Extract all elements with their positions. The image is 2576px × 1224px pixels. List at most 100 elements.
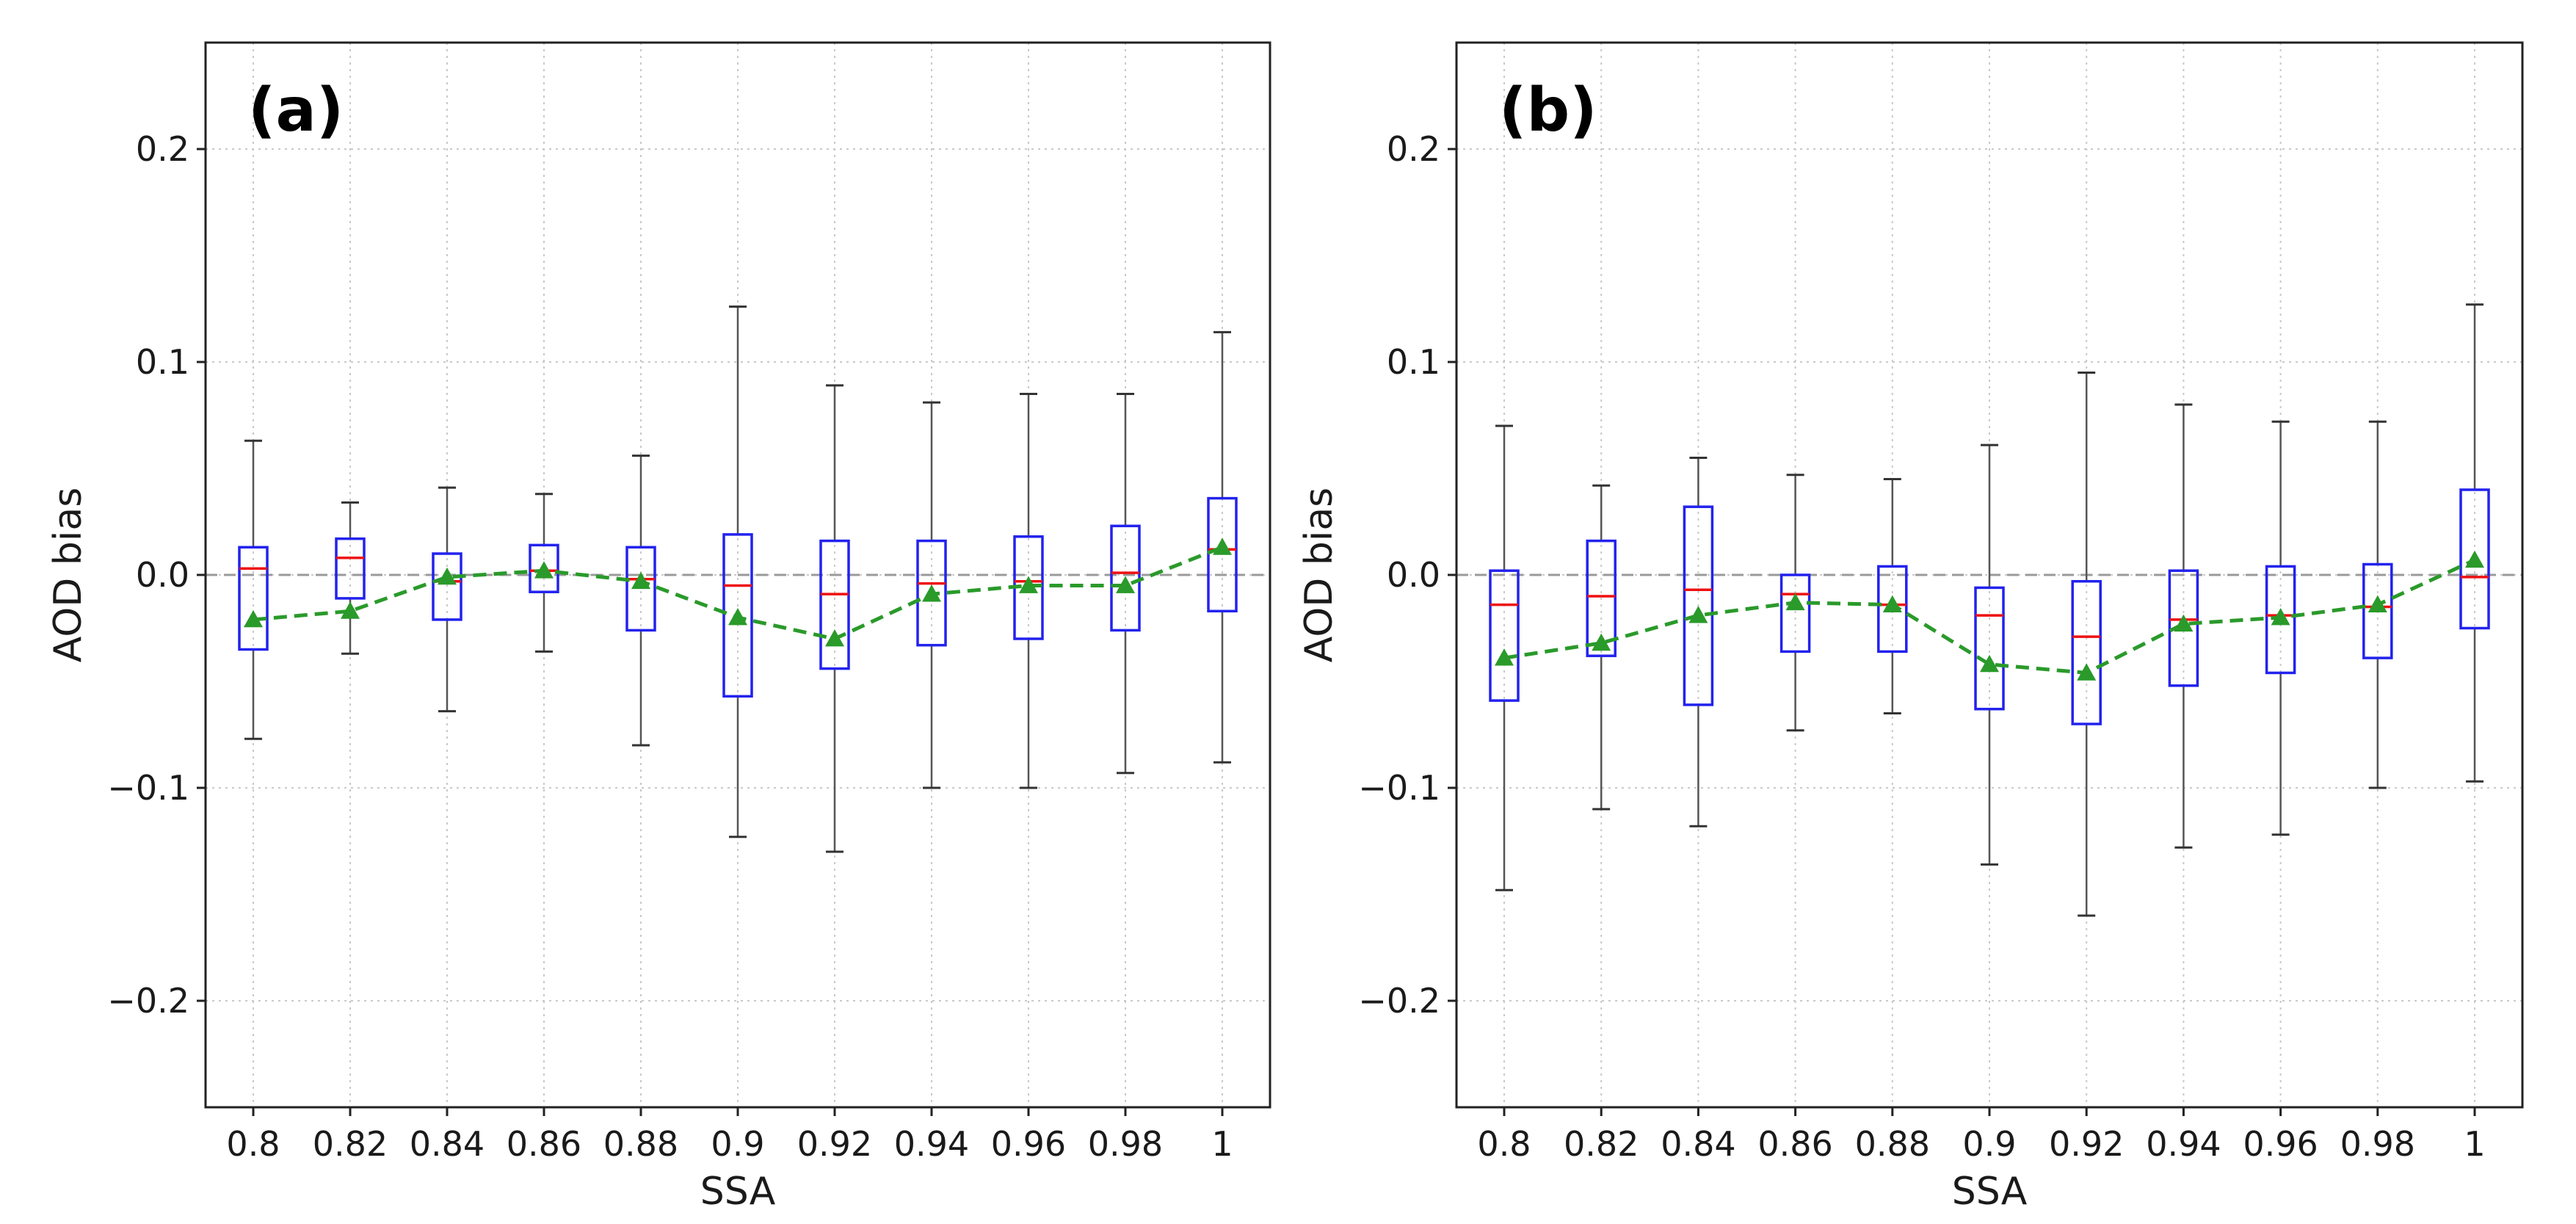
y-axis-label: AOD bias [1297,488,1341,663]
box-0.86 [1779,474,1811,732]
panel-label: (b) [1499,76,1597,145]
mean-marker [2174,614,2194,632]
box-0.82 [1586,484,1617,811]
y-axis-label: AOD bias [46,488,90,663]
x-axis-label: SSA [700,1170,776,1214]
iqr-box [2168,569,2199,687]
x-tick-label: 0.82 [1564,1124,1639,1164]
box-0.9 [722,305,753,839]
box-1 [2459,303,2490,783]
iqr-box [238,546,269,651]
box-0.8 [1489,424,1520,891]
iqr-box [432,552,462,621]
box-0.96 [2265,420,2296,836]
mean-marker [1592,633,1611,651]
y-tick-label: 0.2 [136,129,189,169]
iqr-box [2071,579,2102,725]
x-tick-label: 0.86 [1757,1124,1832,1164]
iqr-box [2265,565,2296,675]
iqr-box [819,539,850,670]
box-0.9 [1974,443,2005,866]
mean-marker [2465,550,2484,568]
mean-marker [438,567,457,585]
x-tick-label: 0.98 [2340,1124,2415,1164]
y-tick-label: −0.1 [107,768,189,808]
iqr-box [1586,539,1617,657]
x-tick-label: 1 [2464,1124,2485,1164]
x-tick-label: 0.96 [991,1124,1066,1164]
iqr-box [1683,505,1714,706]
panel-a: 0.2 0.1 0.0 −0.1 −0.2 0.8 0.82 0.84 0.86 0.88 0.9 0… [46,41,1271,1214]
x-axis-label: SSA [1952,1170,2028,1214]
box-0.92 [2071,372,2102,917]
x-tick-label: 0.82 [313,1124,388,1164]
x-tick-label: 0.94 [2146,1124,2221,1164]
mean-marker [825,629,844,647]
x-tick-label: 0.9 [1962,1124,2016,1164]
x-tick-label: 0.88 [1855,1124,1930,1164]
box-0.8 [238,439,269,740]
mean-marker [728,608,747,626]
panel-label: (a) [248,76,344,145]
mean-marker [631,571,650,590]
x-tick-label: 1 [1211,1124,1233,1164]
box-0.88 [625,455,656,747]
mean-marker [1785,593,1805,611]
y-tick-label: 0.0 [1387,555,1440,595]
x-tick-label: 0.94 [894,1124,969,1164]
mean-trend-line [1503,558,2476,675]
y-tick-label: 0.2 [1387,129,1440,169]
y-tick-label: 0.1 [136,342,189,382]
iqr-box [722,533,753,698]
box-0.92 [819,384,850,853]
mean-marker [341,601,360,619]
mean-marker [1882,595,1902,612]
mean-marker [1495,648,1514,666]
box-0.94 [2168,403,2199,849]
mean-marker [1688,606,1708,623]
x-tick-label: 0.92 [797,1124,872,1164]
x-tick-label: 0.8 [1477,1124,1531,1164]
y-tick-label: 0.1 [1387,342,1440,382]
y-tick-label: −0.2 [107,981,189,1021]
iqr-box [1207,496,1238,613]
mean-marker [244,609,263,628]
iqr-box [1489,569,1520,702]
box-0.94 [916,401,947,789]
x-tick-label: 0.8 [226,1124,280,1164]
box-1 [1207,330,1238,764]
mean-marker [2368,595,2387,612]
iqr-box [625,546,656,632]
mean-marker [534,561,554,579]
mean-marker [1019,576,1038,593]
mean-marker [2271,608,2290,626]
iqr-box [1877,565,1908,653]
x-tick-label: 0.88 [603,1124,678,1164]
x-tick-label: 0.9 [711,1124,764,1164]
x-tick-label: 0.96 [2243,1124,2318,1164]
x-tick-label: 0.84 [1661,1124,1735,1164]
x-tick-label: 0.86 [507,1124,581,1164]
iqr-box [529,543,559,593]
box-0.98 [1110,393,1141,775]
y-tick-label: −0.1 [1358,768,1440,808]
x-tick-label: 0.98 [1088,1124,1163,1164]
y-tick-label: −0.2 [1358,981,1440,1021]
x-tick-label: 0.84 [410,1124,485,1164]
mean-marker [922,584,941,602]
x-tick-label: 0.92 [2049,1124,2124,1164]
mean-marker [2077,663,2097,681]
iqr-box [1779,573,1811,653]
iqr-box [2459,488,2490,630]
iqr-box [1974,586,2005,711]
mean-marker [1980,654,1999,673]
iqr-box [335,537,366,600]
mean-marker [1116,576,1135,593]
mean-marker [1213,537,1232,555]
iqr-box [2362,562,2393,659]
iqr-box [916,539,947,647]
y-tick-label: 0.0 [136,555,189,595]
panel-b: 0.2 0.1 0.0 −0.1 −0.2 0.8 0.82 0.84 0.86 0.88 0.9 0… [1297,41,2524,1214]
box-0.84 [1683,457,1714,828]
